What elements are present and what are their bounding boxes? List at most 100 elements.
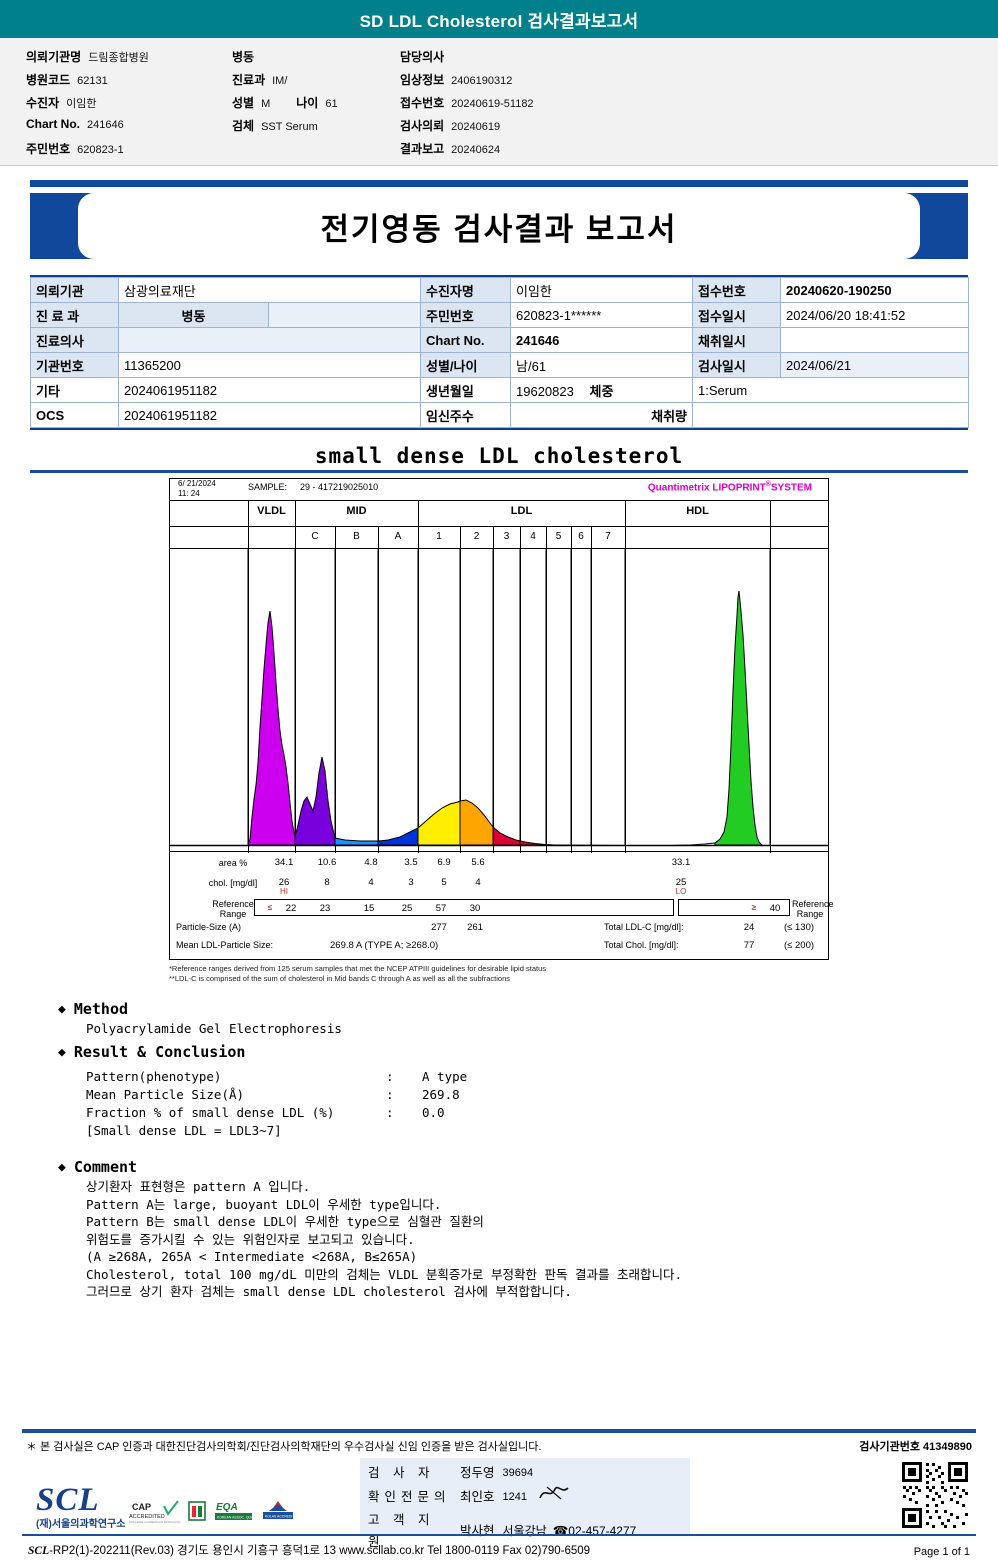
lab-number-label: 검사기관번호 <box>859 1441 920 1453</box>
brand-suffix: SYSTEM <box>770 482 812 494</box>
summary-field: 수진자 이임한 <box>26 94 149 113</box>
chol-hdl-flag: LO <box>675 887 687 896</box>
field-value: 이임한 <box>66 98 97 110</box>
field-value: 62131 <box>77 75 108 87</box>
subband-label-6: 6 <box>578 531 584 542</box>
band-label-vldl: VLDL <box>257 505 286 517</box>
band-label-mid: MID <box>346 505 367 517</box>
field-value: 2406190312 <box>451 75 513 87</box>
diamond-bullet-icon: ◆ <box>58 1001 66 1017</box>
chol-ldl1: 5 <box>441 877 447 888</box>
summary-column-3: 담당의사 임상정보 2406190312 접수번호 20240619-51182… <box>400 48 534 163</box>
area-percent-ldl1: 6.9 <box>437 857 451 868</box>
value-patient-name: 이임한 <box>510 277 694 303</box>
svg-text:ACCREDITED: ACCREDITED <box>129 1514 165 1520</box>
label-resident-no: 주민번호 <box>420 302 512 328</box>
band-label-hdl: HDL <box>686 505 709 517</box>
chart-sample-datetime: 6/ 21/2024 11: 24 <box>178 479 216 499</box>
sample-label: SAMPLE: <box>248 482 288 492</box>
kolas-badge-icon: KOLAS ACCREDITED LAB <box>261 1498 295 1524</box>
field-label: Chart No. <box>26 117 80 131</box>
area-percent-mid-c: 10.6 <box>317 857 337 868</box>
chol-ldl2: 4 <box>475 877 481 888</box>
area-percent-ldl2: 5.6 <box>471 857 485 868</box>
result-value: A type <box>422 1069 468 1084</box>
area-percent-mid-b: 4.8 <box>364 857 378 868</box>
summary-field: 검사의뢰 20240619 <box>400 117 534 136</box>
result-label: Pattern(phenotype) <box>86 1069 222 1084</box>
field-label-age: 나이 <box>296 96 319 110</box>
label-etc: 기타 <box>30 377 119 403</box>
banner-blue-block: 전기영동 검사결과 보고서 <box>30 193 968 259</box>
summary-field: 결과보고 20240624 <box>400 140 534 159</box>
subband-label-b: B <box>353 531 360 542</box>
value-doctor <box>117 327 422 353</box>
result-value: 269.8 <box>422 1087 460 1102</box>
svg-text:EQA: EQA <box>216 1502 238 1513</box>
table-row: 기타 2024061951182 생년월일 19620823 체중 1:Seru… <box>30 377 970 403</box>
signoff-name: 정두영 <box>460 1466 495 1480</box>
row-label-chol: chol. [mg/dl] <box>208 878 258 888</box>
brand-logo-text: Quantimetrix LIPOPRINT®SYSTEM <box>648 481 812 493</box>
label-ocs: OCS <box>30 402 119 428</box>
lh-badge-icon <box>187 1498 207 1524</box>
signoff-role: 확인전문의 <box>368 1489 451 1504</box>
value-chart-no: 241646 <box>510 327 694 353</box>
chol-hdl: 25 <box>675 877 687 888</box>
table-row: 기관번호 11365200 성별/나이 남/61 검사일시 2024/06/21 <box>30 352 970 378</box>
field-label: 검체 <box>232 119 255 133</box>
total-ldlc-ref: (≤ 130) <box>783 922 815 933</box>
particle-size-1: 277 <box>431 922 447 933</box>
value-department-extra <box>267 302 422 328</box>
particle-size-2: 261 <box>467 922 483 933</box>
reference-range-box-hdl: ≥ 40 <box>678 899 790 916</box>
svg-text:CAP: CAP <box>132 1502 151 1512</box>
sample-time: 11: 24 <box>178 489 200 498</box>
comment-line: Cholesterol, total 100 mg/dL 미만의 검체는 VLD… <box>86 1266 683 1282</box>
footer-top-rule <box>22 1429 976 1433</box>
accreditation-note: ＊ 본 검사실은 CAP 인증과 대한진단검사의학회/진단검사의학재단의 우수검… <box>26 1441 542 1453</box>
page-number: Page 1 of 1 <box>913 1546 970 1558</box>
summary-field: 병원코드 62131 <box>26 71 149 90</box>
diamond-bullet-icon: ◆ <box>58 1159 66 1175</box>
total-chol-value: 77 <box>743 940 755 951</box>
comment-line: 그러므로 상기 환자 검체는 small dense LDL cholester… <box>86 1284 572 1299</box>
field-value: M <box>261 98 271 110</box>
field-label: 접수번호 <box>400 96 445 110</box>
row-label-mean-particle-size: Mean LDL-Particle Size: <box>176 940 274 950</box>
signoff-phone: 02-457-4277 <box>568 1524 637 1538</box>
ref-mid-c: 23 <box>319 903 331 914</box>
total-chol-ref: (≤ 200) <box>783 940 815 951</box>
summary-field: 접수번호 20240619-51182 <box>400 94 534 113</box>
label-gestational-week: 임신주수 <box>420 402 512 428</box>
field-label: 진료과 <box>232 73 266 87</box>
phone-icon: ☎ <box>552 1524 569 1538</box>
ref-ldl2: 30 <box>469 903 481 914</box>
signoff-branch: 서울강남 <box>502 1524 547 1538</box>
result-item: Mean Particle Size(Å) : 269.8 <box>86 1086 998 1104</box>
table-row: OCS 2024061951182 임신주수 채취량 <box>30 402 970 428</box>
result-colon: : <box>386 1069 394 1084</box>
row-label-particle-size: Particle-Size (A) <box>176 922 242 932</box>
result-colon: : <box>386 1087 394 1102</box>
value-institution-no: 11365200 <box>117 352 422 378</box>
field-label: 수진자 <box>26 96 60 110</box>
curve-hdl-fill <box>714 590 764 846</box>
brand-name: Quantimetrix LIPOPRINT <box>647 482 766 494</box>
footer-address-line: SCL-RP2(1)-202211(Rev.03) 경기도 용인시 기흥구 흥덕… <box>28 1542 590 1558</box>
comment-heading-text: Comment <box>73 1158 138 1176</box>
value-collect-datetime <box>780 327 970 353</box>
area-percent-mid-a: 3.5 <box>404 857 418 868</box>
field-value: 드림종합병원 <box>88 52 149 64</box>
result-label: Mean Particle Size(Å) <box>86 1087 245 1102</box>
scl-logo: SCL (재)서울의과학연구소 <box>36 1482 125 1530</box>
registered-icon: ® <box>765 481 771 488</box>
banner-inner-white: 전기영동 검사결과 보고서 <box>78 193 920 259</box>
footer-scl-mark: SCL <box>28 1545 50 1557</box>
comment-line: (A ≥268A, 265A < Intermediate <268A, B≤2… <box>86 1249 418 1264</box>
conclusion-section: ◆ Result & Conclusion Pattern(phenotype)… <box>58 1043 998 1140</box>
summary-field: Chart No. 241646 <box>26 117 149 136</box>
value-department: 병동 <box>118 302 269 328</box>
subband-label-4: 4 <box>530 531 536 542</box>
field-value: 20240619 <box>451 121 501 133</box>
